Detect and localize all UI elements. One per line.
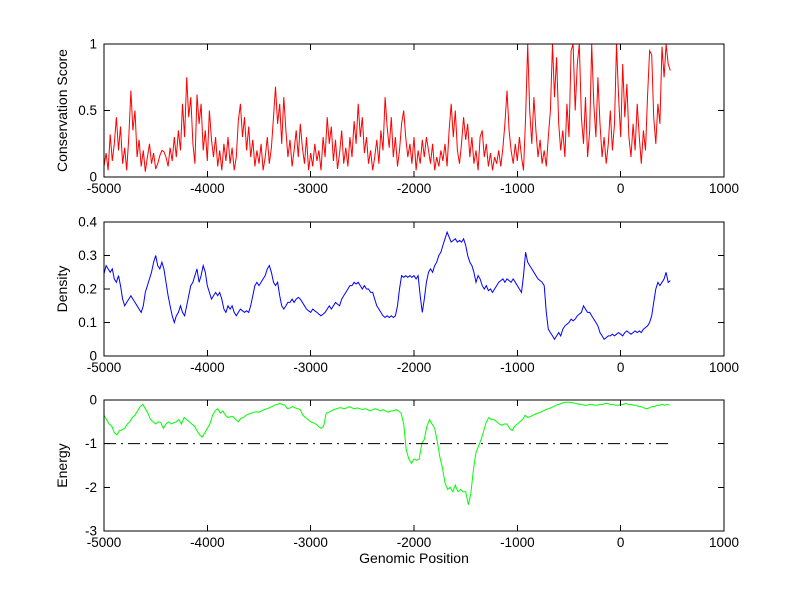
x-tick-label: 0 (617, 360, 625, 375)
x-tick-label: 1000 (709, 360, 739, 375)
x-tick-label: -5000 (87, 360, 122, 375)
y-tick-label: -2 (85, 480, 97, 495)
y-tick-label: 0.2 (78, 282, 97, 297)
axes-box (103, 399, 725, 532)
y-tick-label: 0.1 (78, 315, 97, 330)
x-tick-label: -3000 (293, 360, 328, 375)
x-tick-label: 0 (617, 535, 625, 550)
y-tick-label: 0.4 (78, 215, 97, 230)
x-tick-label: -3000 (293, 535, 328, 550)
x-tick-label: -1000 (500, 360, 535, 375)
y-tick-label: 0.3 (78, 248, 97, 263)
x-tick-label: 1000 (709, 535, 739, 550)
x-tick-label: 1000 (709, 181, 739, 196)
x-tick-label: -1000 (500, 535, 535, 550)
x-axis-label: Genomic Position (359, 550, 469, 566)
y-tick-label: -3 (85, 524, 97, 539)
axes-box (103, 221, 725, 357)
x-tick-label: -2000 (397, 181, 432, 196)
y-tick-label: 0 (89, 349, 97, 364)
y-axis-label: Density (54, 266, 70, 313)
x-tick-label: -2000 (397, 535, 432, 550)
subplot-1: -5000 -4000 -3000 -2000 -1000 0 1000 0 0.5 1 Conse… (54, 37, 739, 197)
x-tick-label: -1000 (500, 181, 535, 196)
y-tick-label: 0.5 (78, 103, 97, 118)
y-tick-label: 1 (89, 37, 97, 52)
subplot-3: -5000 -4000 -3000 -2000 -1000 0 1000 -3 -2 -1 0 Ene… (54, 393, 739, 551)
y-tick-label: -1 (85, 436, 97, 451)
y-tick-label: 0 (89, 393, 97, 408)
x-tick-label: -2000 (397, 360, 432, 375)
y-axis-label: Conservation Score (54, 49, 70, 172)
x-tick-label: -5000 (87, 181, 122, 196)
subplot-2: -5000 -4000 -3000 -2000 -1000 0 1000 0 0.1 0.2 0.3… (54, 215, 739, 376)
x-tick-label: -4000 (190, 360, 225, 375)
y-axis-label: Energy (54, 443, 70, 487)
x-tick-label: -4000 (190, 181, 225, 196)
density-series (103, 230, 671, 341)
x-tick-label: 0 (617, 181, 625, 196)
conservation-score-series (103, 43, 671, 172)
energy-series (103, 401, 670, 505)
x-tick-label: -3000 (293, 181, 328, 196)
x-tick-label: -4000 (190, 535, 225, 550)
x-tick-label: -5000 (87, 535, 122, 550)
y-tick-label: 0 (89, 170, 97, 185)
